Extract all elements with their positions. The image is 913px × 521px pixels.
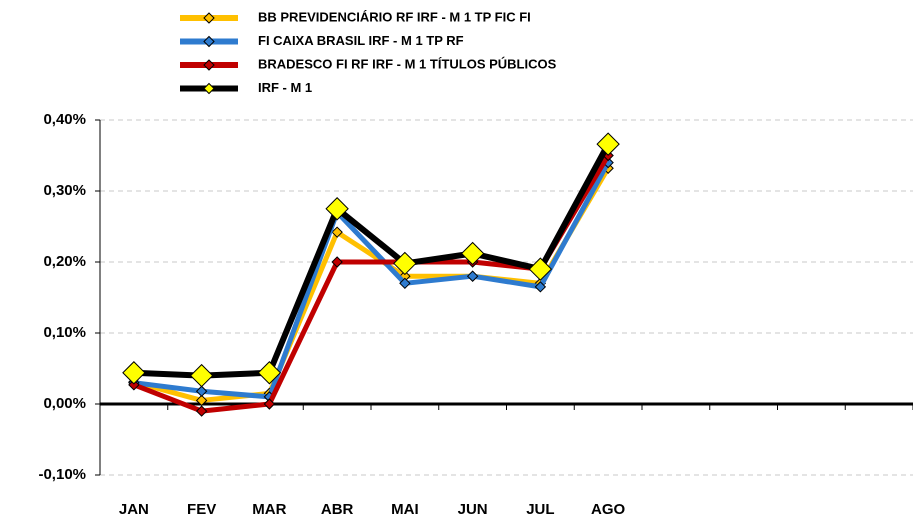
x-tick-label: MAI	[391, 501, 419, 518]
series-line	[133, 167, 611, 403]
legend-label: IRF - M 1	[258, 80, 312, 95]
x-tick-label: JAN	[119, 501, 149, 518]
point-marker	[325, 197, 349, 221]
y-tick-label: -0,10%	[38, 466, 86, 483]
legend-marker	[203, 12, 215, 24]
legend-marker	[203, 59, 215, 71]
series-line	[133, 161, 611, 400]
x-tick-label: JUL	[526, 501, 554, 518]
legend-marker	[203, 35, 215, 48]
point-marker	[528, 257, 553, 281]
y-tick-label: 0,10%	[43, 324, 86, 341]
point-marker	[195, 385, 208, 397]
point-marker	[331, 256, 343, 268]
point-marker	[399, 277, 411, 290]
y-tick-label: 0,00%	[43, 395, 86, 412]
legend-label: BB PREVIDENCIÁRIO RF IRF - M 1 TP FIC FI	[258, 9, 531, 24]
point-marker	[331, 226, 343, 238]
y-tick-label: 0,40%	[43, 111, 86, 128]
point-marker	[189, 363, 214, 388]
y-tick-label: 0,30%	[43, 182, 86, 199]
series-line	[133, 142, 611, 379]
legend-label: FI CAIXA BRASIL IRF - M 1 TP RF	[258, 33, 464, 48]
x-tick-label: AGO	[591, 501, 626, 518]
legend-label: BRADESCO FI RF IRF - M 1 TÍTULOS PÚBLICO…	[258, 56, 557, 71]
point-marker	[122, 361, 146, 385]
point-marker	[257, 361, 282, 385]
y-tick-label: 0,20%	[43, 253, 86, 270]
x-tick-label: ABR	[321, 501, 354, 518]
point-marker	[596, 132, 620, 156]
x-tick-label: MAR	[252, 501, 286, 518]
legend-marker	[203, 82, 215, 95]
point-marker	[128, 379, 140, 391]
point-marker	[393, 251, 417, 276]
x-tick-label: JUN	[458, 501, 488, 518]
point-marker	[263, 398, 276, 410]
point-marker	[195, 405, 208, 417]
point-marker	[534, 281, 547, 293]
point-marker	[466, 270, 479, 282]
x-tick-label: FEV	[187, 501, 216, 518]
point-marker	[460, 241, 485, 266]
